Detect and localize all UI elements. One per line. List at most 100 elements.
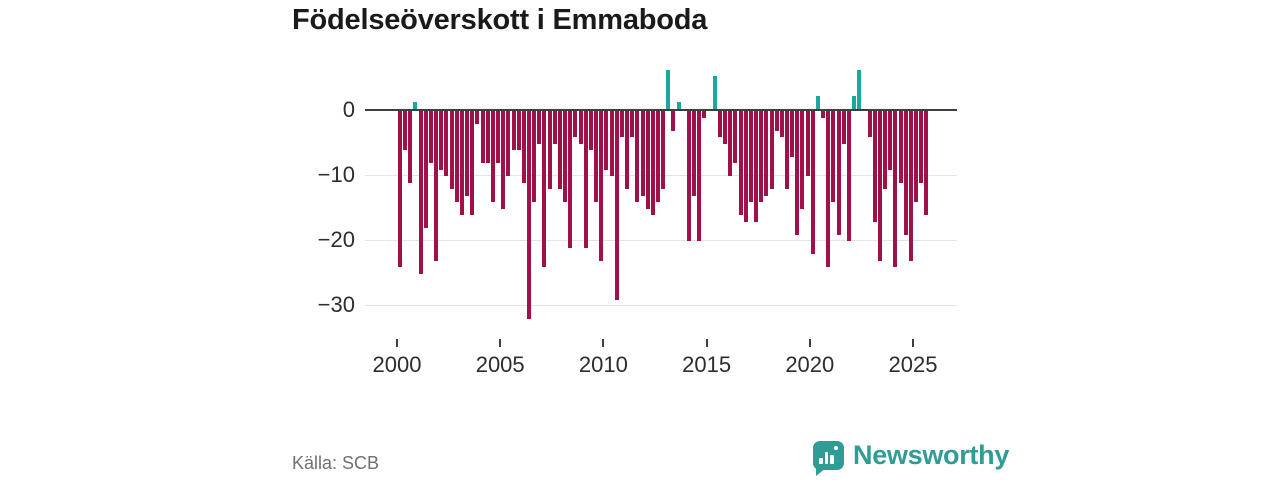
bar-2005-Q3: [511, 111, 516, 150]
bar-2006-Q2: [527, 111, 531, 319]
bar-2005-Q2: [506, 111, 511, 176]
x-axis-tick: [499, 339, 502, 347]
bar-2024-Q1: [893, 111, 898, 267]
bar-2003-Q2: [465, 111, 470, 196]
bar-2001-Q4: [434, 111, 439, 261]
bar-2019-Q4: [805, 111, 810, 176]
bar-2008-Q3: [573, 111, 578, 137]
x-axis-tick: [396, 339, 398, 347]
bar-2011-Q3: [635, 111, 640, 202]
bar-2007-Q4: [557, 111, 562, 189]
exclamation-dot: [834, 446, 838, 450]
x-axis-tick: [808, 339, 811, 347]
bar-2011-Q2: [630, 111, 635, 137]
bar-2022-Q2: [857, 69, 862, 109]
bar-2009-Q3: [594, 111, 599, 202]
bar-2016-Q1: [728, 111, 733, 176]
bar-2010-Q1: [604, 111, 609, 170]
mini-bars-glyph: [819, 452, 834, 464]
bar-2012-Q3: [656, 111, 660, 202]
bar-2007-Q1: [542, 111, 547, 267]
newsworthy-logo[interactable]: Newsworthy: [813, 440, 1010, 476]
bar-2013-Q2: [671, 111, 676, 131]
bar-2015-Q3: [717, 111, 722, 137]
bar-2018-Q4: [785, 111, 789, 189]
x-axis-tick: [912, 339, 914, 347]
bar-2017-Q3: [759, 111, 764, 202]
bar-2020-Q2: [815, 95, 820, 109]
bar-2022-Q1: [852, 95, 857, 109]
bar-2003-Q1: [459, 111, 464, 215]
bar-2024-Q4: [908, 111, 913, 261]
bar-2000-Q1: [398, 111, 402, 267]
bar-2015-Q4: [723, 111, 728, 144]
bar-2004-Q1: [480, 111, 485, 163]
bar-2014-Q2: [692, 111, 697, 196]
bar-2002-Q3: [449, 111, 454, 189]
bar-2016-Q2: [733, 111, 738, 163]
bar-2006-Q1: [521, 111, 526, 183]
bar-2006-Q4: [537, 111, 542, 144]
bar-2014-Q3: [697, 111, 702, 241]
bar-2023-Q2: [877, 111, 882, 261]
bar-2024-Q2: [898, 111, 903, 183]
bar-2013-Q1: [666, 69, 671, 109]
bar-2004-Q2: [485, 111, 490, 163]
bar-2001-Q1: [418, 111, 423, 274]
bar-2002-Q1: [439, 111, 444, 170]
x-axis-tick-label: 2020: [785, 352, 835, 377]
bar-2017-Q1: [748, 111, 753, 202]
bar-2020-Q4: [826, 111, 831, 267]
bar-2008-Q2: [568, 111, 573, 248]
bar-2001-Q3: [428, 111, 433, 163]
bar-2023-Q1: [872, 111, 877, 222]
bar-2018-Q3: [779, 111, 784, 137]
bar-2004-Q4: [496, 111, 501, 163]
y-axis-tick-label: −10: [317, 162, 355, 187]
y-axis-tick-label: −30: [317, 292, 355, 317]
bar-2005-Q4: [516, 111, 521, 150]
bar-2006-Q3: [532, 111, 537, 202]
bar-2023-Q4: [888, 111, 893, 170]
bar-2019-Q1: [790, 111, 795, 157]
bar-2025-Q2: [919, 111, 924, 183]
bar-2020-Q1: [810, 111, 815, 254]
bar-2024-Q3: [903, 111, 908, 235]
bar-2011-Q4: [640, 111, 645, 196]
source-credit: Källa: SCB: [292, 453, 380, 473]
bar-2002-Q2: [444, 111, 449, 176]
x-axis-tick-label: 2000: [372, 352, 422, 377]
bar-2025-Q3: [924, 111, 929, 215]
bar-2021-Q1: [831, 111, 836, 202]
bar-2021-Q3: [841, 111, 846, 144]
bar-2018-Q2: [774, 111, 779, 131]
bar-2025-Q1: [914, 111, 918, 202]
bar-2007-Q2: [547, 111, 552, 189]
zero-axis-line: [365, 108, 957, 111]
bar-2019-Q3: [800, 111, 805, 209]
bar-chart-speech-bubble-icon: [813, 441, 844, 476]
bar-2021-Q4: [846, 111, 851, 241]
bar-2023-Q3: [883, 111, 888, 189]
bar-2001-Q2: [423, 111, 428, 228]
bar-2005-Q1: [501, 111, 506, 209]
bar-2017-Q4: [764, 111, 769, 196]
bar-2022-Q4: [867, 111, 872, 137]
bar-2016-Q3: [738, 111, 743, 215]
bar-2008-Q1: [563, 111, 568, 202]
bar-2000-Q4: [413, 102, 418, 109]
bar-2011-Q1: [625, 111, 630, 189]
brand-name: Newsworthy: [853, 440, 1010, 470]
bar-2008-Q4: [578, 111, 583, 144]
x-axis-tick: [705, 339, 708, 347]
bar-2014-Q4: [702, 111, 707, 118]
x-axis-tick-label: 2015: [682, 352, 732, 377]
bar-2015-Q2: [712, 76, 717, 109]
bar-2019-Q2: [795, 111, 800, 235]
chart-title: Födelseöverskott i Emmaboda: [292, 4, 708, 36]
bar-2010-Q2: [609, 111, 614, 176]
bar-2002-Q4: [454, 111, 459, 202]
bar-2009-Q1: [583, 111, 588, 248]
gridline: [365, 239, 957, 241]
bar-2014-Q1: [686, 111, 691, 241]
